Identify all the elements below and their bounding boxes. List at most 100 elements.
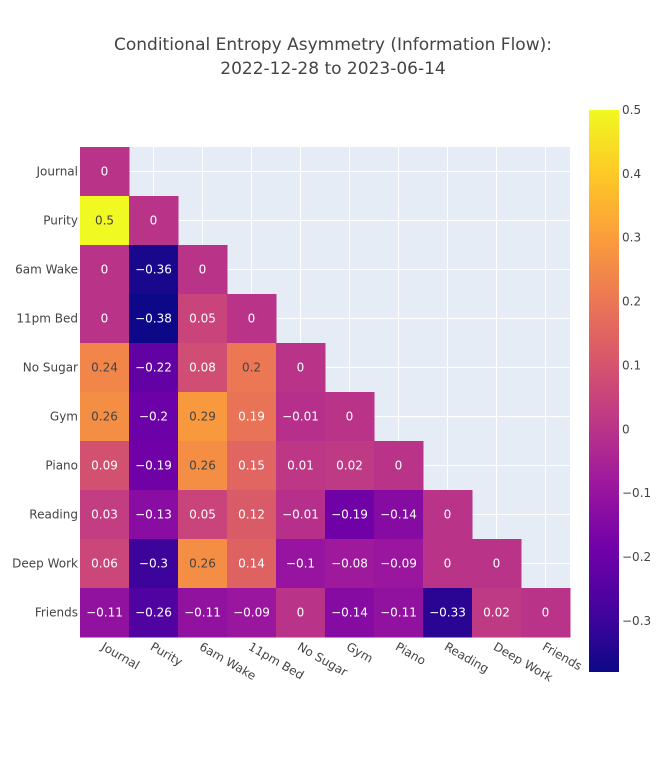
heatmap-cell (129, 539, 179, 589)
cell-value-label: 0.12 (238, 508, 265, 522)
y-axis-tick-labels: Journal Purity 6am Wake 11pm Bed No Sugar Gym… (12, 165, 78, 620)
heatmap-cell (276, 588, 326, 638)
cell-value-label: 0 (493, 557, 501, 571)
heatmap-cell (276, 392, 326, 442)
heatmap-cell (472, 588, 522, 638)
cell-value-label: 0.05 (189, 312, 216, 326)
heatmap-cells (80, 147, 571, 638)
heatmap-cell (374, 588, 424, 638)
colorbar-tick-label: −0.1 (622, 486, 651, 500)
cell-value-label: −0.11 (184, 606, 221, 620)
cell-value-label: −0.01 (282, 508, 319, 522)
heatmap-cell (227, 392, 277, 442)
cell-value-label: −0.19 (331, 508, 368, 522)
cell-value-label: −0.13 (135, 508, 172, 522)
cell-value-label: −0.11 (86, 606, 123, 620)
heatmap-cell (129, 196, 179, 246)
heatmap-cell (80, 196, 130, 246)
cell-value-label: −0.1 (286, 557, 315, 571)
y-tick-label: 11pm Bed (16, 312, 78, 326)
heatmap-cell (129, 392, 179, 442)
cell-value-label: 0 (101, 312, 109, 326)
cell-value-label: 0.02 (336, 459, 363, 473)
heatmap-cell (276, 343, 326, 393)
y-tick-label: Purity (43, 214, 78, 228)
cell-value-label: 0 (150, 214, 158, 228)
cell-value-label: 0.26 (189, 557, 216, 571)
colorbar-tick-label: 0.1 (622, 358, 641, 372)
cell-value-label: 0 (297, 361, 305, 375)
heatmap-cell (374, 490, 424, 540)
heatmap-cell (325, 490, 375, 540)
colorbar (589, 110, 619, 672)
colorbar-tick-label: 0.2 (622, 295, 641, 309)
heatmap-cell (227, 343, 277, 393)
cell-value-label: 0 (395, 459, 403, 473)
heatmap-cell (374, 539, 424, 589)
cell-value-label: 0 (199, 263, 207, 277)
cell-value-label: 0.5 (95, 214, 114, 228)
heatmap-cell (178, 245, 228, 295)
heatmap-cell (325, 539, 375, 589)
cell-value-label: −0.08 (331, 557, 368, 571)
cell-value-label: 0 (297, 606, 305, 620)
cell-value-label: −0.38 (135, 312, 172, 326)
heatmap-cell (80, 343, 130, 393)
heatmap-cell (325, 441, 375, 491)
heatmap-cell (80, 539, 130, 589)
colorbar-tick-label: 0 (622, 422, 630, 436)
cell-value-label: 0.26 (189, 459, 216, 473)
heatmap-cell (80, 441, 130, 491)
heatmap-cell (374, 441, 424, 491)
heatmap-cell (423, 588, 473, 638)
heatmap-cell (276, 441, 326, 491)
heatmap-cell (276, 539, 326, 589)
heatmap-cell (80, 588, 130, 638)
cell-value-label: 0 (542, 606, 550, 620)
cell-value-label: 0.02 (483, 606, 510, 620)
y-tick-label: No Sugar (23, 361, 78, 375)
cell-value-label: 0 (101, 263, 109, 277)
cell-value-label: −0.33 (429, 606, 466, 620)
colorbar-tick-labels: 0.5 0.4 0.3 0.2 0.1 0 −0.1 −0.2 −0.3 (622, 103, 651, 628)
heatmap-cell (276, 490, 326, 540)
cell-value-label: −0.2 (139, 410, 168, 424)
heatmap-cell (472, 539, 522, 589)
cell-value-label: 0.15 (238, 459, 265, 473)
heatmap-cell-labels: 0 0.5 0 0 −0.36 0 0 −0.38 0.05 0 0.24 −0.22 0.08 0.2 0… (86, 165, 549, 620)
y-tick-label: Friends (35, 606, 78, 620)
cell-value-label: 0 (444, 508, 452, 522)
heatmap-cell (178, 490, 228, 540)
cell-value-label: 0.01 (287, 459, 314, 473)
cell-value-label: 0.26 (91, 410, 118, 424)
heatmap-cell (423, 490, 473, 540)
heatmap-cell (129, 245, 179, 295)
chart-title-line-1: Conditional Entropy Asymmetry (Informati… (114, 35, 552, 55)
colorbar-tick-label: 0.4 (622, 167, 641, 181)
heatmap-cell (178, 539, 228, 589)
heatmap-cell (178, 588, 228, 638)
cell-value-label: −0.01 (282, 410, 319, 424)
cell-value-label: 0.09 (91, 459, 118, 473)
cell-value-label: 0.29 (189, 410, 216, 424)
cell-value-label: 0 (101, 165, 109, 179)
cell-value-label: −0.09 (380, 557, 417, 571)
colorbar-tick-label: −0.2 (622, 550, 651, 564)
heatmap-cell (325, 588, 375, 638)
heatmap-cell (178, 392, 228, 442)
heatmap-cell (227, 588, 277, 638)
colorbar-tick-label: 0.3 (622, 231, 641, 245)
heatmap-cell (178, 343, 228, 393)
heatmap-cell (80, 392, 130, 442)
heatmap-cell (227, 490, 277, 540)
cell-value-label: −0.19 (135, 459, 172, 473)
cell-value-label: 0.08 (189, 361, 216, 375)
heatmap-cell (129, 294, 179, 344)
y-tick-label: 6am Wake (15, 263, 78, 277)
heatmap-cell (325, 392, 375, 442)
heatmap-cell (423, 539, 473, 589)
heatmap-cell (80, 490, 130, 540)
cell-value-label: 0 (346, 410, 354, 424)
cell-value-label: −0.09 (233, 606, 270, 620)
